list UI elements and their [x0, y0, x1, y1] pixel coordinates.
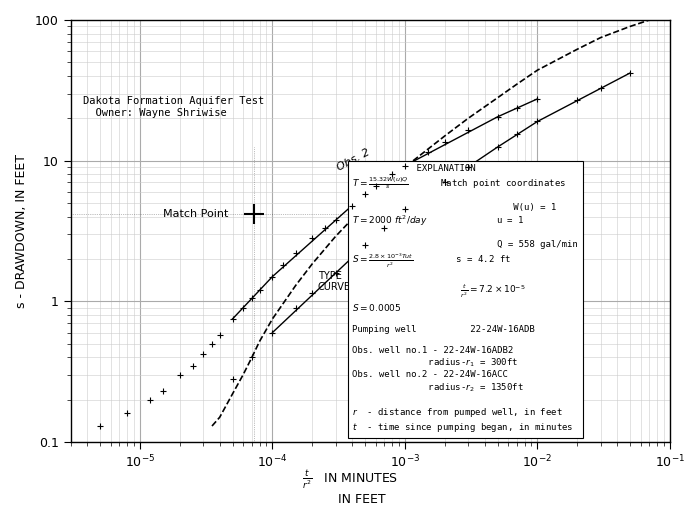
Y-axis label: s - DRAWDOWN, IN FEET: s - DRAWDOWN, IN FEET	[15, 154, 28, 308]
Text: EXPLANATION
$T = \frac{15.32W(u)Q}{s}$      Match point coordinates

           : EXPLANATION $T = \frac{15.32W(u)Q}{s}$ M…	[352, 164, 578, 434]
Text: Obs. 2: Obs. 2	[335, 147, 372, 173]
Text: Match Point: Match Point	[163, 208, 229, 219]
Text: TYPE
CURVE: TYPE CURVE	[318, 271, 351, 292]
Text: Dakota Formation Aquifer Test
  Owner: Wayne Shriwise: Dakota Formation Aquifer Test Owner: Way…	[83, 96, 264, 118]
Text: $\frac{t}{r^2}$   IN MINUTES
      IN FEET: $\frac{t}{r^2}$ IN MINUTES IN FEET	[302, 469, 398, 506]
Text: Obs. 1: Obs. 1	[352, 180, 389, 203]
